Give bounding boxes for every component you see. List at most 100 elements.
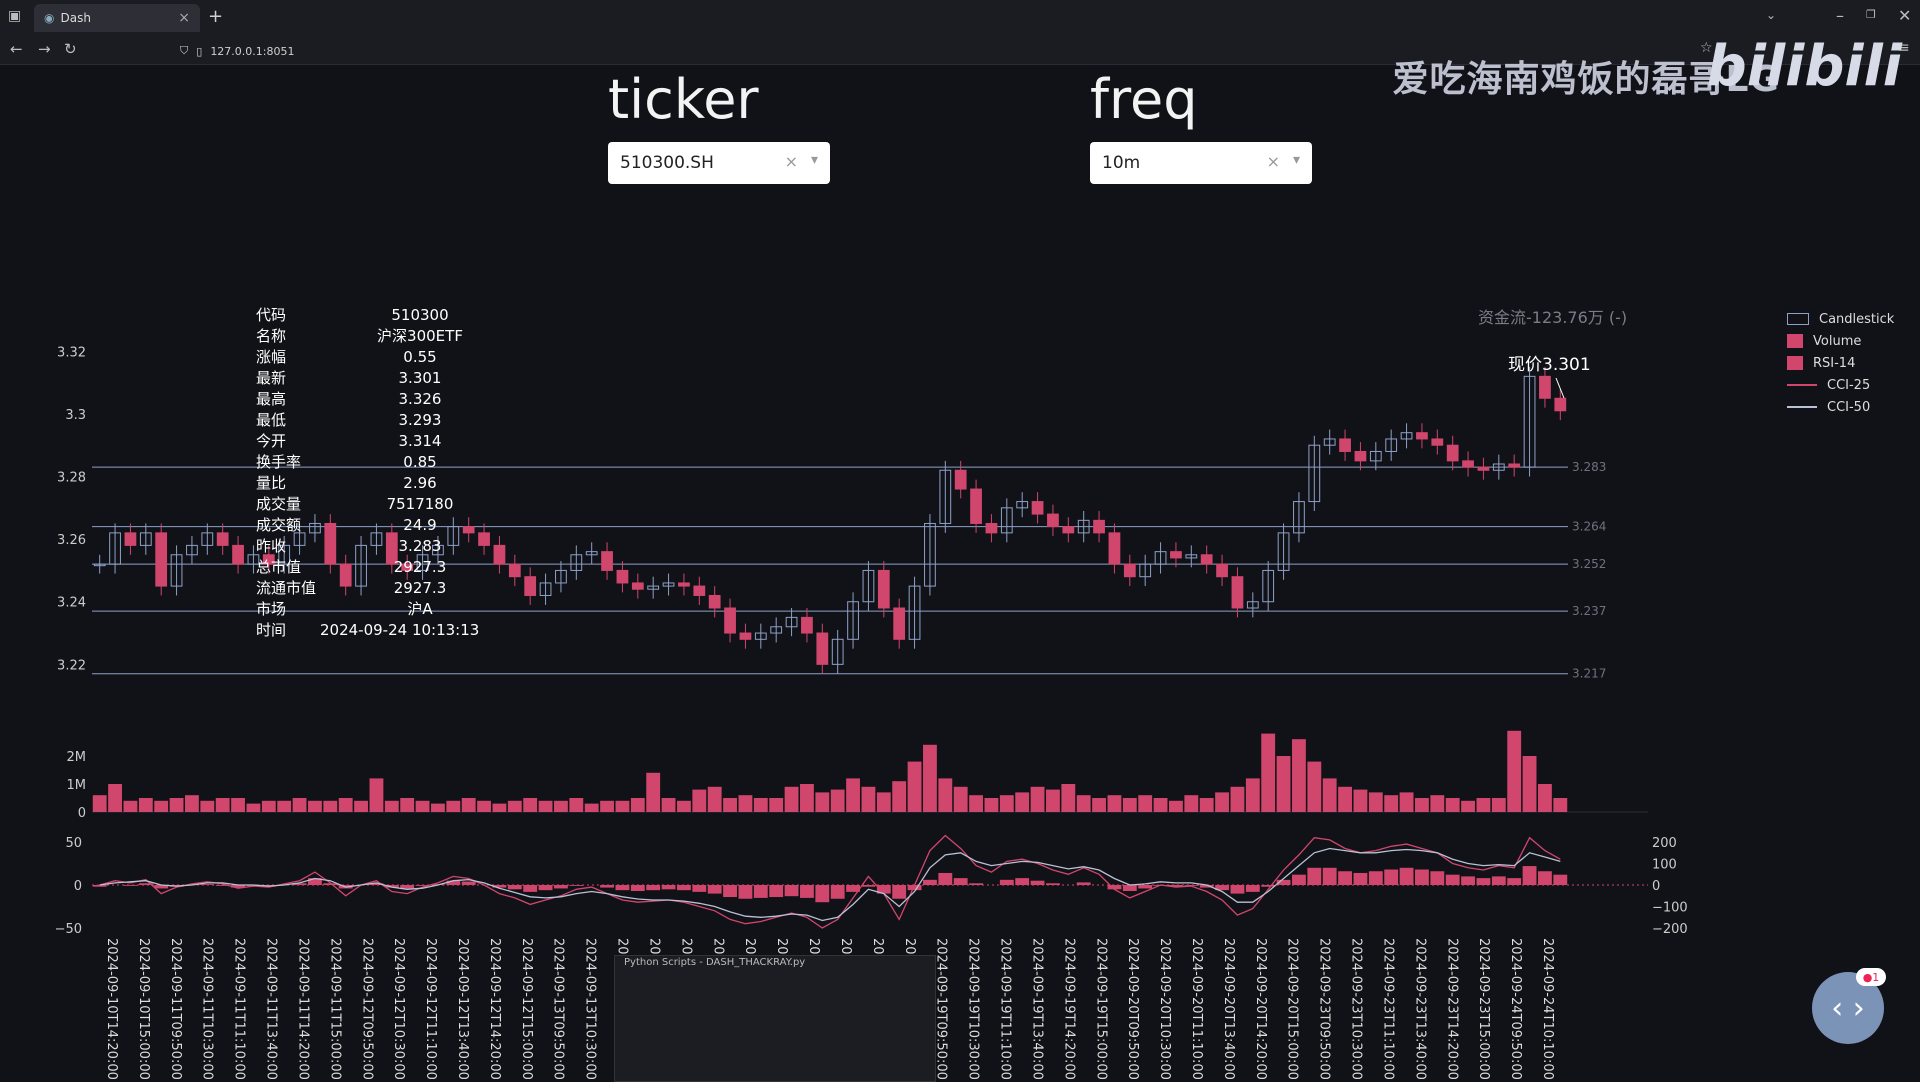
volume-bar: [1061, 784, 1076, 812]
osc-right-tick: −100: [1652, 901, 1688, 916]
level-label: 3.237: [1572, 604, 1606, 618]
volume-bar: [354, 800, 368, 812]
volume-bar: [923, 744, 937, 812]
legend-item-cci25[interactable]: CCI-25: [1787, 374, 1894, 396]
freq-clear-icon[interactable]: ×: [1266, 152, 1280, 171]
candle-body: [1139, 563, 1152, 578]
rsi-bar: [1384, 869, 1399, 885]
volume-bar: [1261, 733, 1276, 812]
candle-body: [309, 522, 321, 534]
window-menu-icon[interactable]: ▣: [8, 8, 22, 24]
rsi-bar: [1015, 878, 1030, 885]
forward-icon[interactable]: →: [38, 40, 51, 58]
rsi-bar: [1199, 885, 1214, 888]
candle-body: [324, 522, 337, 565]
volume-bar: [123, 800, 138, 812]
bookmark-star-icon[interactable]: ☆: [1700, 40, 1713, 56]
rsi-bar: [830, 885, 845, 899]
freq-dropdown[interactable]: 10m × ▾: [1090, 142, 1312, 184]
volume-bar: [677, 800, 691, 812]
dev-tools-code-button[interactable]: ‹ ›: [1812, 972, 1884, 1044]
ticker-clear-icon[interactable]: ×: [784, 152, 798, 171]
address-bar[interactable]: ⛉ ▯ 127.0.0.1:8051: [180, 40, 1730, 62]
reload-icon[interactable]: ↻: [64, 40, 77, 58]
candle-body: [662, 582, 675, 587]
legend-item-candlestick[interactable]: Candlestick: [1787, 308, 1894, 330]
x-tick-label: 2024-09-12T10:30:00: [391, 938, 406, 1080]
volume-bar: [1153, 798, 1168, 812]
x-tick-label: 2024-09-24T10:10:00: [1540, 938, 1555, 1080]
tab-close-icon[interactable]: ×: [178, 10, 190, 26]
legend-item-rsi[interactable]: RSI-14: [1787, 352, 1894, 374]
window-close-icon[interactable]: ✕: [1898, 6, 1912, 25]
address-text[interactable]: 127.0.0.1:8051: [210, 44, 295, 58]
rsi-bar: [431, 884, 445, 885]
info-value: 2.96: [403, 474, 436, 492]
new-tab-button[interactable]: +: [208, 6, 224, 27]
code-icon: ‹ ›: [1831, 990, 1865, 1026]
candle-body: [939, 469, 952, 524]
volume-bar: [800, 784, 814, 812]
restore-icon[interactable]: ❐: [1866, 8, 1876, 21]
minimize-icon[interactable]: –: [1836, 6, 1844, 25]
taskbar-preview-window[interactable]: [614, 955, 936, 1082]
info-value: 沪A: [407, 600, 433, 618]
candle-body: [416, 554, 429, 571]
candle-body: [539, 582, 552, 596]
ticker-caret-icon[interactable]: ▾: [810, 152, 818, 168]
rsi-bar: [800, 885, 814, 898]
legend-item-volume[interactable]: Volume: [1787, 330, 1894, 352]
volume-bar: [984, 798, 999, 812]
candle-body: [616, 569, 629, 584]
candle-body: [124, 532, 137, 546]
rsi-bar: [1076, 882, 1091, 885]
menu-icon[interactable]: ≡: [1898, 40, 1910, 56]
x-tick-label: 2024-09-11T11:10:00: [232, 938, 247, 1080]
info-value: 0.85: [403, 453, 436, 471]
rsi-bar: [169, 885, 184, 887]
rsi-bar: [292, 883, 307, 885]
volume-bar: [1384, 795, 1399, 812]
freq-label: freq: [1090, 68, 1198, 131]
rsi-bar: [369, 883, 384, 885]
x-tick-label: 2024-09-24T09:50:00: [1508, 938, 1523, 1080]
candle-body: [847, 601, 859, 640]
rsi-bar: [1307, 867, 1322, 885]
candle-body: [1431, 438, 1444, 446]
candle-body: [1154, 551, 1167, 565]
rsi-bar: [261, 885, 276, 887]
ticker-value: 510300.SH: [620, 153, 714, 173]
info-value: 2927.3: [394, 558, 447, 576]
volume-bar: [507, 800, 522, 812]
candle-body: [770, 626, 783, 634]
browser-tab[interactable]: ◉ Dash ×: [34, 4, 200, 32]
volume-bar: [1030, 786, 1045, 812]
volume-bar: [861, 786, 876, 812]
cci25-line: [99, 834, 1561, 929]
candle-body: [1293, 501, 1305, 534]
candle-body: [1539, 375, 1551, 399]
osc-right-tick: 200: [1652, 836, 1677, 851]
volume-bar: [154, 800, 169, 812]
x-tick-label: 2024-09-11T13:40:00: [264, 938, 279, 1080]
tabs-dropdown-icon[interactable]: ⌄: [1766, 8, 1777, 22]
page-icon: ▯: [196, 44, 203, 58]
volume-bar: [661, 798, 676, 812]
freq-caret-icon[interactable]: ▾: [1292, 152, 1300, 168]
ticker-dropdown[interactable]: 510300.SH × ▾: [608, 142, 830, 184]
legend-item-cci50[interactable]: CCI-50: [1787, 396, 1894, 418]
rsi-bar: [507, 885, 522, 890]
candle-body: [462, 526, 475, 534]
rsi-bar: [1230, 885, 1245, 894]
volume-bar: [1538, 784, 1552, 812]
candle-body: [1277, 532, 1290, 571]
candle-body: [524, 576, 537, 596]
volume-bar: [415, 800, 430, 812]
volume-bar: [953, 786, 968, 812]
back-icon[interactable]: ←: [10, 40, 23, 58]
info-value: 3.301: [399, 369, 442, 387]
x-tick-label: 2024-09-20T11:10:00: [1189, 938, 1204, 1080]
x-tick-label: 2024-09-23T15:00:00: [1476, 938, 1491, 1080]
volume-bar: [1169, 800, 1183, 812]
